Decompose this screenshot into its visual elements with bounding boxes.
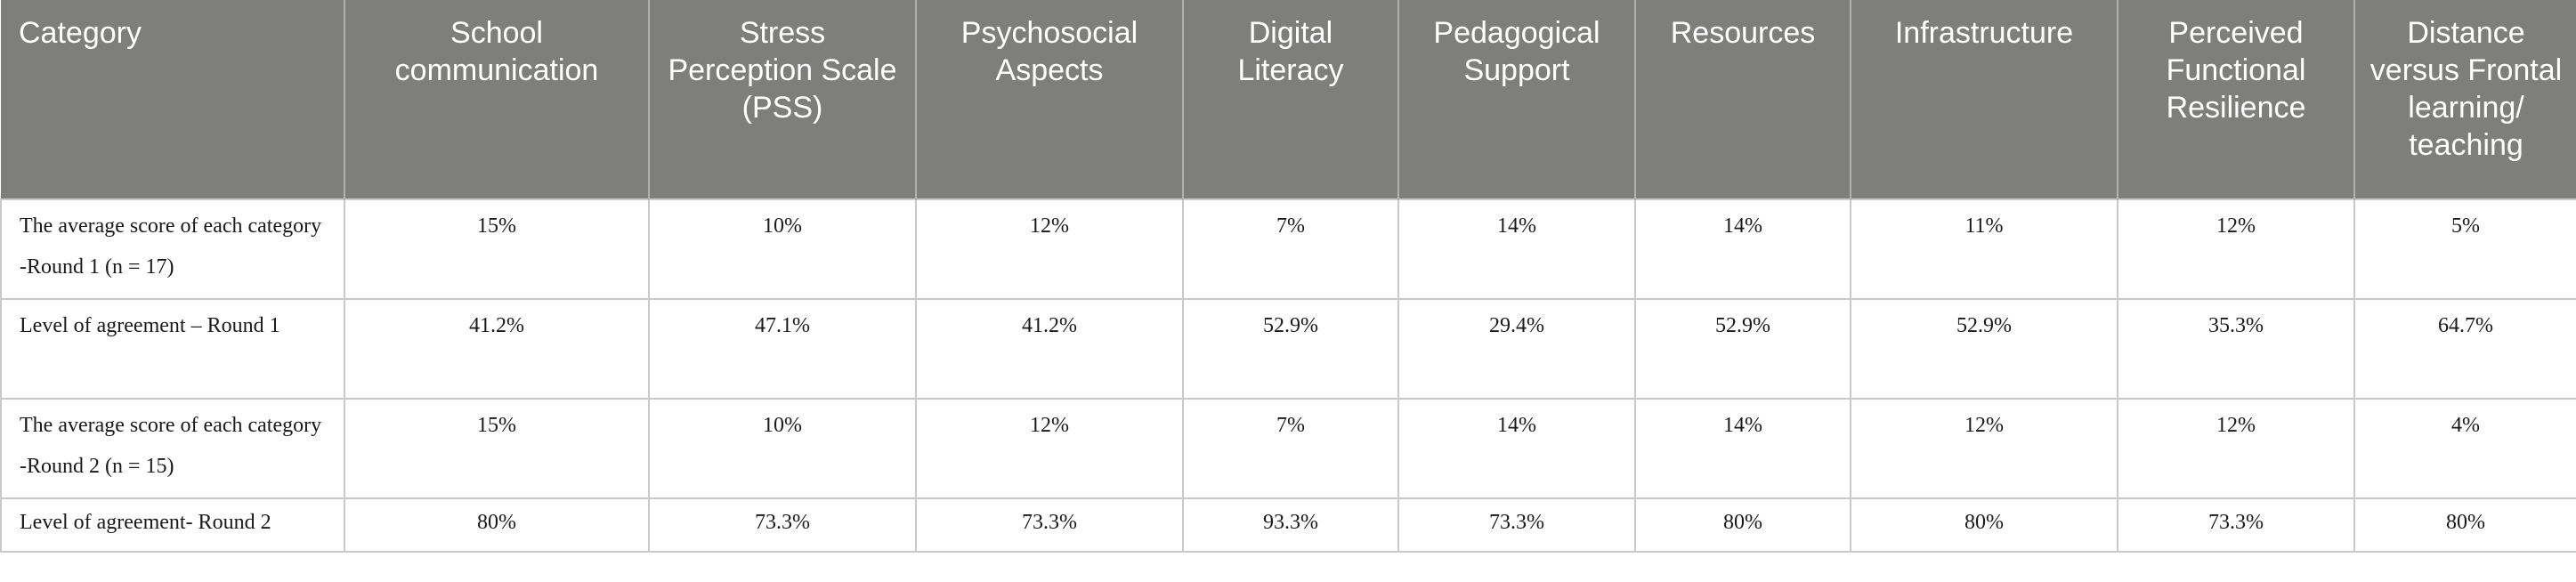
table-cell: 41.2% bbox=[915, 298, 1184, 400]
table-cell: 41.2% bbox=[344, 298, 650, 400]
table-cell: 80% bbox=[2353, 497, 2576, 553]
header-label: Distance versus Frontal learning/ teachi… bbox=[2369, 16, 2563, 162]
table-cell: 73.3% bbox=[915, 497, 1184, 553]
row-label: The average score of each category -Roun… bbox=[0, 398, 345, 499]
header-label: Category bbox=[19, 16, 142, 50]
table-row: Level of agreement – Round 1 41.2% 47.1%… bbox=[0, 298, 2576, 400]
table-cell: 52.9% bbox=[1182, 298, 1399, 400]
table-cell: 52.9% bbox=[1850, 298, 2118, 400]
header-label: School communication bbox=[394, 16, 599, 87]
table-cell: 14% bbox=[1634, 198, 1851, 300]
table-cell: 12% bbox=[2117, 198, 2355, 300]
header-infrastructure: Infrastructure bbox=[1851, 0, 2118, 199]
table-cell: 15% bbox=[344, 398, 650, 499]
table-cell: 5% bbox=[2353, 198, 2576, 300]
table-cell: 73.3% bbox=[1397, 497, 1636, 553]
table-cell: 12% bbox=[915, 398, 1184, 499]
header-label: Digital Literacy bbox=[1237, 16, 1344, 87]
table-cell: 93.3% bbox=[1182, 497, 1399, 553]
table-cell: 52.9% bbox=[1634, 298, 1851, 400]
header-label: Perceived Functional Resilience bbox=[2166, 16, 2306, 125]
table-cell: 73.3% bbox=[648, 497, 917, 553]
table-cell: 7% bbox=[1182, 198, 1399, 300]
table-cell: 29.4% bbox=[1397, 298, 1636, 400]
row-label: The average score of each category -Roun… bbox=[0, 198, 345, 300]
table-cell: 14% bbox=[1634, 398, 1851, 499]
table-cell: 14% bbox=[1397, 198, 1636, 300]
header-label: Pedagogical Support bbox=[1433, 16, 1600, 87]
table-cell: 35.3% bbox=[2117, 298, 2355, 400]
table-cell: 12% bbox=[1850, 398, 2118, 499]
header-psychosocial-aspects: Psychosocial Aspects bbox=[916, 0, 1184, 199]
table-cell: 80% bbox=[344, 497, 650, 553]
header-resources: Resources bbox=[1635, 0, 1851, 199]
header-pedagogical-support: Pedagogical Support bbox=[1398, 0, 1636, 199]
header-label: Infrastructure bbox=[1894, 16, 2074, 50]
table-cell: 14% bbox=[1397, 398, 1636, 499]
header-stress-perception-scale: Stress Perception Scale (PSS) bbox=[649, 0, 917, 199]
table-row: Level of agreement- Round 2 80% 73.3% 73… bbox=[0, 497, 2576, 553]
table-cell: 73.3% bbox=[2117, 497, 2355, 553]
row-label: Level of agreement – Round 1 bbox=[0, 298, 345, 400]
table-cell: 10% bbox=[648, 398, 917, 499]
table-cell: 12% bbox=[915, 198, 1184, 300]
table-cell: 10% bbox=[648, 198, 917, 300]
table-cell: 64.7% bbox=[2353, 298, 2576, 400]
table-cell: 80% bbox=[1850, 497, 2118, 553]
header-digital-literacy: Digital Literacy bbox=[1183, 0, 1399, 199]
header-distance-vs-frontal: Distance versus Frontal learning/ teachi… bbox=[2354, 0, 2576, 199]
table-cell: 12% bbox=[2117, 398, 2355, 499]
table-cell: 47.1% bbox=[648, 298, 917, 400]
table-row: The average score of each category -Roun… bbox=[0, 398, 2576, 499]
table-cell: 7% bbox=[1182, 398, 1399, 499]
header-label: Psychosocial Aspects bbox=[960, 16, 1138, 87]
table-row: The average score of each category -Roun… bbox=[0, 198, 2576, 300]
results-table: Category School communication Stress Per… bbox=[0, 0, 2576, 553]
row-label: Level of agreement- Round 2 bbox=[0, 497, 345, 553]
table-cell: 80% bbox=[1634, 497, 1851, 553]
header-category: Category bbox=[1, 0, 345, 199]
table-cell: 15% bbox=[344, 198, 650, 300]
header-row: Category School communication Stress Per… bbox=[1, 0, 2576, 199]
table-cell: 11% bbox=[1850, 198, 2118, 300]
header-school-communication: School communication bbox=[344, 0, 650, 199]
header-label: Resources bbox=[1670, 16, 1816, 50]
table-cell: 4% bbox=[2353, 398, 2576, 499]
header-perceived-functional-resilience: Perceived Functional Resilience bbox=[2118, 0, 2355, 199]
header-label: Stress Perception Scale (PSS) bbox=[668, 16, 897, 125]
